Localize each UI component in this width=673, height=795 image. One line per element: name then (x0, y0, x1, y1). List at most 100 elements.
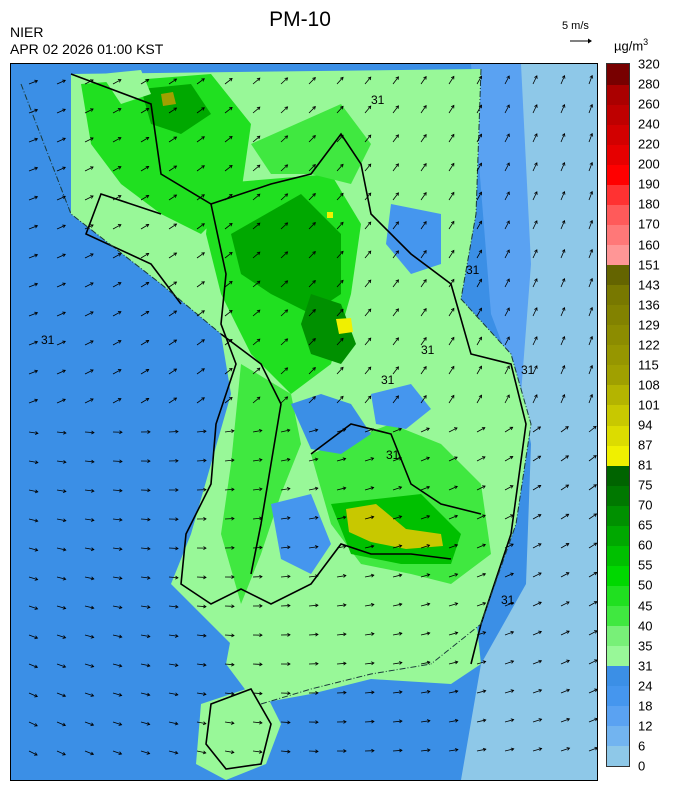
wind-vector-head (538, 718, 543, 722)
legend-swatch (607, 144, 629, 165)
wind-vector-head (284, 106, 289, 110)
wind-vector-head (367, 105, 372, 110)
wind-vector-head (454, 456, 458, 460)
wind-vector-head (203, 517, 207, 521)
wind-vector-head (340, 395, 344, 400)
wind-vector-head (534, 75, 538, 79)
wind-vector (28, 576, 38, 581)
wind-vector (308, 458, 318, 462)
wind-vector (392, 486, 402, 491)
wind-vector-head (478, 394, 482, 399)
wind-vector (28, 254, 38, 259)
wind-vector (588, 572, 597, 578)
wind-vector-head (203, 662, 207, 667)
wind-vector (392, 603, 402, 607)
wind-vector-head (589, 190, 594, 195)
wind-vector-head (201, 368, 205, 372)
wind-vector (112, 195, 122, 201)
wind-vector-head (454, 602, 459, 606)
legend-tick-label: 160 (638, 237, 660, 252)
wind-vector (280, 517, 290, 520)
wind-vector-head (175, 604, 179, 609)
wind-vector (476, 690, 486, 694)
wind-vector-head (62, 79, 66, 84)
wind-vector-head (398, 486, 403, 490)
wind-vector-head (34, 253, 39, 258)
wind-vector (84, 663, 94, 668)
wind-vector (588, 455, 597, 462)
wind-vector-head (202, 721, 207, 726)
wind-vector-head (398, 456, 403, 461)
wind-vector (476, 514, 486, 520)
wind-vector-head (561, 104, 566, 108)
wind-vector (560, 572, 570, 578)
wind-vector (336, 251, 344, 259)
wind-vector-head (426, 689, 431, 694)
wind-vector-head (229, 251, 233, 256)
wind-vector-head (315, 661, 319, 666)
wind-vector-head (175, 488, 179, 492)
wind-vector-head (534, 220, 538, 224)
wind-vector-head (534, 307, 538, 311)
wind-vector-head (231, 516, 235, 521)
wind-vector-head (537, 543, 542, 547)
wind-vector-head (450, 133, 455, 138)
legend-swatch (607, 525, 629, 546)
wind-vector-head (62, 398, 66, 403)
wind-vector-head (90, 664, 95, 668)
wind-vector-head (174, 692, 179, 697)
wind-vector-head (426, 631, 431, 636)
wind-vector (56, 489, 66, 492)
wind-vector-head (146, 751, 151, 755)
wind-vector-head (256, 309, 261, 314)
wind-vector-head (450, 104, 455, 109)
wind-vector-head (538, 572, 542, 576)
legend-tick-label: 151 (638, 257, 660, 273)
wind-vector-head (342, 544, 347, 549)
wind-vector (112, 576, 122, 579)
wind-vector (224, 721, 234, 724)
wind-vector-head (312, 309, 316, 313)
wind-vector (364, 105, 372, 114)
wind-vector-head (426, 602, 431, 607)
legend-swatch (607, 465, 629, 486)
wind-vector (308, 222, 316, 230)
wind-vector (588, 220, 593, 230)
wind-vector-head (229, 338, 233, 343)
wind-vector-head (399, 748, 403, 753)
wind-vector (280, 367, 288, 375)
wind-vector (84, 79, 94, 85)
wind-vector-head (34, 723, 38, 727)
wind-vector (588, 162, 593, 172)
wind-vector-head (506, 278, 510, 283)
wind-vector (420, 574, 430, 578)
wind-vector (448, 602, 458, 607)
wind-vector-head (118, 605, 123, 610)
wind-vector (56, 750, 66, 756)
wind-vector-head (90, 79, 94, 83)
wind-vector-head (371, 690, 375, 695)
wind-vector (56, 369, 66, 375)
wind-vector (140, 340, 149, 346)
wind-vector-head (534, 278, 538, 282)
wind-vector (56, 663, 66, 668)
wind-vector-head (593, 513, 597, 517)
wind-vector (28, 721, 38, 727)
wind-vector-head (145, 397, 150, 402)
wind-vector (252, 135, 261, 143)
wind-vector (560, 162, 565, 172)
wind-vector-head (90, 518, 95, 522)
wind-vector (140, 398, 149, 404)
wind-vector-head (566, 630, 570, 634)
wind-vector-head (510, 514, 514, 518)
wind-vector-head (284, 193, 289, 197)
wind-vector-head (314, 428, 319, 433)
wind-vector (476, 485, 486, 491)
wind-vector (420, 395, 427, 404)
wind-vector (560, 365, 565, 375)
wind-vector-head (506, 220, 510, 225)
wind-vector-head (589, 364, 594, 369)
wind-vector-head (287, 662, 291, 666)
wind-vector-head (34, 340, 39, 345)
wind-vector-head (343, 661, 347, 666)
